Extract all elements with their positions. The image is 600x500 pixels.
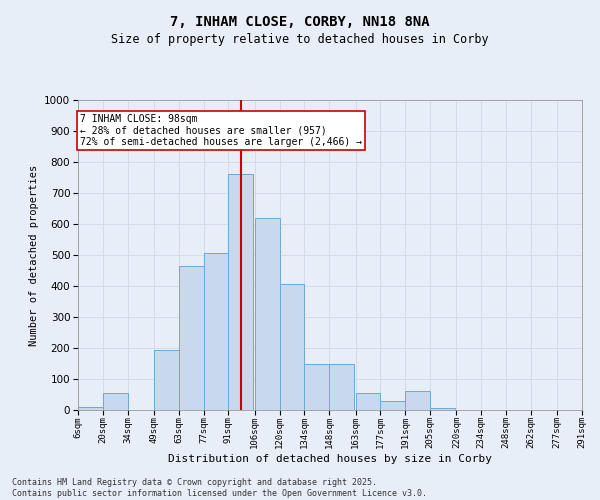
Y-axis label: Number of detached properties: Number of detached properties [29, 164, 38, 346]
Bar [329, 364, 354, 410]
Text: Contains HM Land Registry data © Crown copyright and database right 2025.
Contai: Contains HM Land Registry data © Crown c… [12, 478, 427, 498]
X-axis label: Distribution of detached houses by size in Corby: Distribution of detached houses by size … [168, 454, 492, 464]
Bar [430, 408, 455, 410]
Bar [304, 364, 329, 410]
Bar [103, 393, 128, 410]
Bar [229, 174, 253, 410]
Bar [405, 392, 430, 410]
Bar [280, 284, 304, 410]
Bar [154, 350, 179, 410]
Bar [203, 254, 229, 410]
Text: 7, INHAM CLOSE, CORBY, NN18 8NA: 7, INHAM CLOSE, CORBY, NN18 8NA [170, 15, 430, 29]
Bar [380, 400, 405, 410]
Text: 7 INHAM CLOSE: 98sqm
← 28% of detached houses are smaller (957)
72% of semi-deta: 7 INHAM CLOSE: 98sqm ← 28% of detached h… [80, 114, 362, 147]
Bar [78, 407, 103, 410]
Bar [179, 266, 203, 410]
Bar [255, 218, 280, 410]
Text: Size of property relative to detached houses in Corby: Size of property relative to detached ho… [111, 32, 489, 46]
Bar [356, 393, 380, 410]
